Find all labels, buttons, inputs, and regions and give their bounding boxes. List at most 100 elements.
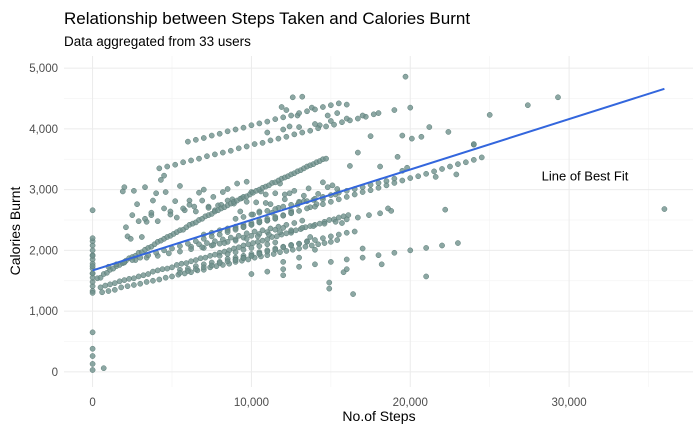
data-point [339, 220, 345, 226]
data-point [221, 240, 228, 246]
data-point [343, 115, 350, 122]
data-point [343, 101, 350, 108]
data-point [131, 187, 137, 194]
data-point [116, 278, 123, 285]
data-point [97, 274, 104, 281]
data-point [439, 166, 445, 172]
data-point [288, 227, 294, 234]
data-point [248, 232, 255, 239]
data-point [240, 214, 247, 220]
data-point [351, 228, 358, 235]
best-fit-annotation: Line of Best Fit [542, 169, 629, 184]
data-point [296, 245, 302, 252]
data-point [331, 121, 337, 128]
data-point [304, 239, 310, 245]
data-point [455, 161, 461, 167]
data-point [335, 100, 342, 107]
x-tick-label: 20,000 [393, 397, 428, 409]
data-point [307, 234, 314, 240]
data-point [301, 192, 307, 199]
data-point [196, 155, 202, 162]
data-point [288, 112, 294, 119]
data-point [143, 279, 150, 285]
data-point [267, 201, 274, 208]
data-point [192, 238, 199, 245]
data-point [227, 147, 234, 154]
y-tick-label: 5,000 [29, 63, 58, 75]
data-point [328, 118, 334, 124]
data-point [224, 251, 231, 257]
data-point [111, 286, 118, 293]
data-point [312, 261, 318, 268]
data-point [224, 229, 231, 235]
data-point [161, 205, 167, 212]
data-point [127, 235, 134, 242]
data-point [243, 143, 250, 150]
data-point [264, 129, 271, 136]
data-point [219, 189, 226, 195]
data-point [177, 183, 183, 189]
data-point [197, 255, 204, 262]
data-point [154, 267, 161, 274]
data-point [188, 157, 194, 164]
data-point [183, 260, 190, 266]
data-point [208, 262, 215, 269]
data-point [328, 102, 334, 109]
data-point [453, 171, 460, 178]
data-point [321, 240, 328, 246]
data-point [399, 177, 406, 184]
data-point [320, 201, 326, 208]
data-point [312, 246, 318, 253]
data-point [320, 104, 326, 110]
data-point [378, 261, 385, 268]
data-point [240, 124, 247, 131]
data-point [407, 247, 414, 254]
data-point [169, 264, 175, 271]
data-point [248, 122, 255, 129]
chart-title: Relationship between Steps Taken and Cal… [64, 9, 470, 28]
data-point [339, 119, 345, 126]
data-point [326, 285, 333, 292]
data-point [243, 230, 250, 237]
data-point [177, 243, 183, 249]
data-point [134, 201, 140, 208]
data-point [299, 93, 306, 100]
data-point [188, 246, 194, 252]
data-point [366, 212, 372, 218]
data-point [145, 271, 152, 277]
data-point [272, 226, 279, 233]
data-point [264, 236, 271, 243]
data-point [243, 178, 250, 185]
data-point [202, 254, 209, 261]
data-point [142, 184, 148, 191]
data-point [343, 216, 350, 223]
data-point [277, 249, 283, 256]
data-point [299, 225, 306, 231]
data-point [302, 243, 309, 250]
data-point [138, 234, 145, 240]
data-point [210, 194, 217, 200]
data-point [312, 121, 318, 127]
best-fit-line [92, 87, 665, 272]
data-point [328, 239, 334, 245]
data-point [377, 210, 383, 217]
data-point [142, 215, 148, 222]
data-point [224, 258, 231, 265]
data-point [150, 277, 156, 284]
data-point [207, 252, 213, 259]
data-point [204, 240, 210, 246]
y-tick-label: 1,000 [29, 306, 58, 318]
data-point [172, 161, 179, 168]
y-tick-label: 2,000 [29, 245, 58, 257]
data-point [308, 242, 315, 249]
data-point [185, 240, 191, 247]
data-point [375, 184, 382, 191]
data-point [89, 367, 96, 373]
data-point [326, 279, 333, 286]
data-point [316, 220, 323, 227]
data-point [388, 208, 395, 214]
data-point [291, 131, 298, 138]
data-point [280, 225, 287, 231]
